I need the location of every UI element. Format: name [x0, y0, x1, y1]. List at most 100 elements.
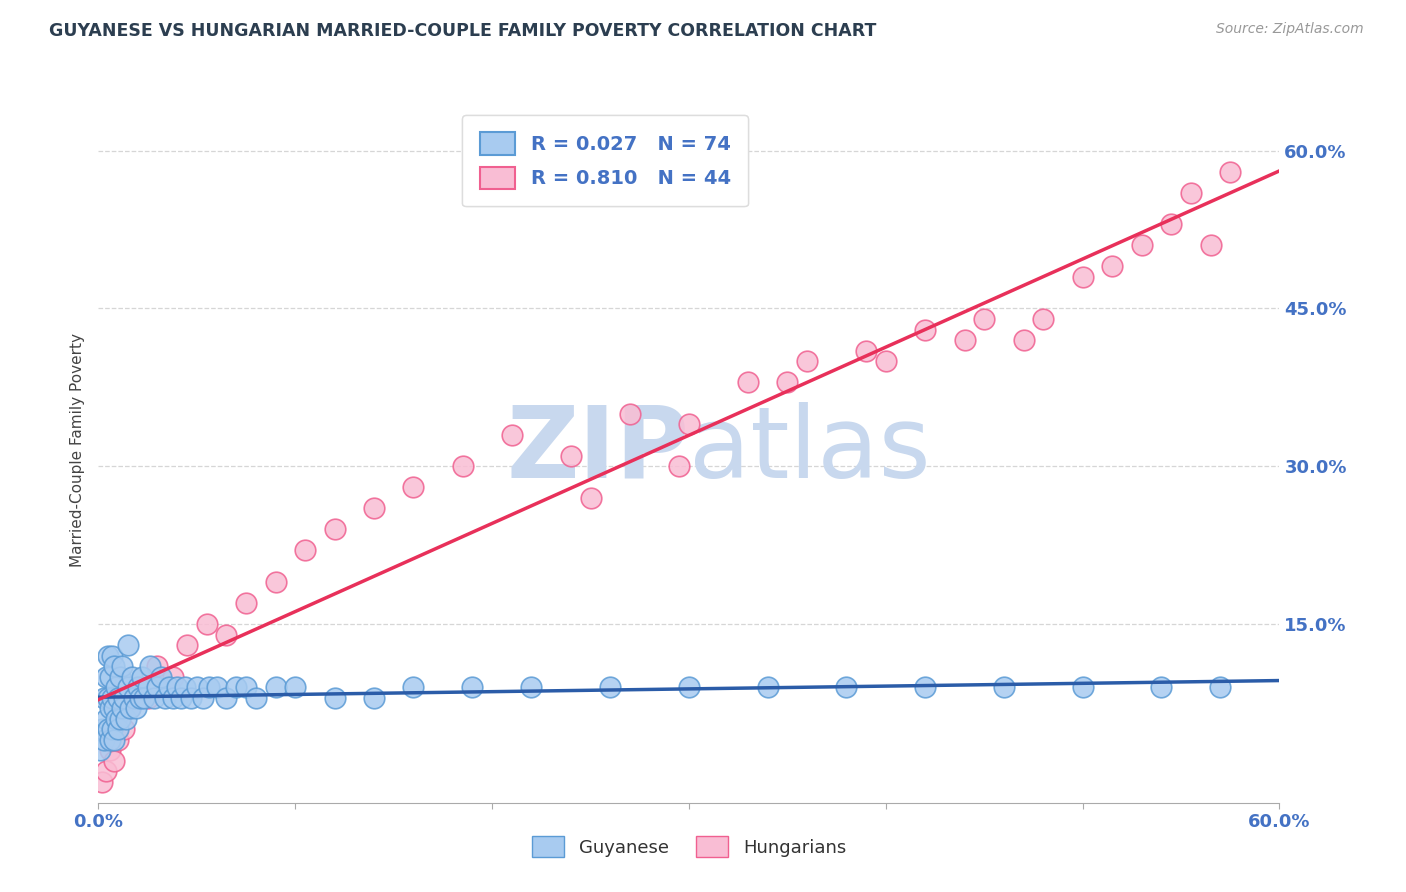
Point	[402, 480, 425, 494]
Point	[112, 690, 135, 705]
Point	[186, 680, 208, 694]
Point	[174, 680, 197, 694]
Point	[1180, 186, 1202, 200]
Point	[678, 417, 700, 432]
Point	[1199, 238, 1222, 252]
Legend: R = 0.027   N = 74, R = 0.810   N = 44: R = 0.027 N = 74, R = 0.810 N = 44	[463, 115, 748, 206]
Text: GUYANESE VS HUNGARIAN MARRIED-COUPLE FAMILY POVERTY CORRELATION CHART: GUYANESE VS HUNGARIAN MARRIED-COUPLE FAM…	[49, 22, 876, 40]
Point	[98, 670, 121, 684]
Point	[103, 754, 125, 768]
Point	[678, 680, 700, 694]
Point	[97, 648, 120, 663]
Point	[1209, 680, 1232, 694]
Text: Source: ZipAtlas.com: Source: ZipAtlas.com	[1216, 22, 1364, 37]
Point	[111, 659, 134, 673]
Point	[98, 732, 121, 747]
Point	[125, 701, 148, 715]
Point	[157, 680, 180, 694]
Point	[91, 722, 114, 736]
Point	[1071, 269, 1094, 284]
Point	[264, 574, 287, 589]
Text: ZIP: ZIP	[506, 402, 689, 499]
Point	[105, 712, 128, 726]
Point	[105, 680, 128, 694]
Point	[101, 648, 124, 663]
Point	[855, 343, 877, 358]
Point	[128, 690, 150, 705]
Point	[451, 459, 474, 474]
Point	[619, 407, 641, 421]
Point	[101, 690, 124, 705]
Y-axis label: Married-Couple Family Poverty: Married-Couple Family Poverty	[69, 334, 84, 567]
Point	[1130, 238, 1153, 252]
Point	[103, 701, 125, 715]
Point	[91, 774, 114, 789]
Point	[520, 680, 543, 694]
Point	[875, 354, 897, 368]
Point	[117, 638, 139, 652]
Text: atlas: atlas	[689, 402, 931, 499]
Point	[118, 701, 141, 715]
Point	[93, 732, 115, 747]
Point	[121, 670, 143, 684]
Point	[117, 680, 139, 694]
Point	[103, 732, 125, 747]
Point	[197, 680, 219, 694]
Point	[89, 743, 111, 757]
Point	[131, 670, 153, 684]
Point	[1012, 333, 1035, 347]
Point	[973, 312, 995, 326]
Point	[323, 522, 346, 536]
Point	[96, 670, 118, 684]
Point	[215, 627, 238, 641]
Point	[501, 427, 523, 442]
Point	[796, 354, 818, 368]
Point	[1219, 165, 1241, 179]
Point	[127, 680, 149, 694]
Point	[97, 690, 120, 705]
Point	[737, 375, 759, 389]
Point	[101, 722, 124, 736]
Point	[98, 743, 121, 757]
Point	[756, 680, 779, 694]
Point	[599, 680, 621, 694]
Point	[118, 701, 141, 715]
Point	[560, 449, 582, 463]
Point	[108, 712, 131, 726]
Point	[97, 722, 120, 736]
Point	[111, 701, 134, 715]
Point	[835, 680, 858, 694]
Point	[235, 680, 257, 694]
Point	[150, 670, 173, 684]
Point	[195, 617, 218, 632]
Point	[579, 491, 602, 505]
Point	[93, 690, 115, 705]
Point	[235, 596, 257, 610]
Point	[264, 680, 287, 694]
Point	[96, 764, 118, 779]
Point	[363, 690, 385, 705]
Point	[107, 732, 129, 747]
Point	[294, 543, 316, 558]
Point	[914, 322, 936, 336]
Point	[112, 722, 135, 736]
Point	[166, 680, 188, 694]
Point	[668, 459, 690, 474]
Point	[146, 659, 169, 673]
Point	[1032, 312, 1054, 326]
Point	[107, 690, 129, 705]
Point	[146, 680, 169, 694]
Point	[96, 712, 118, 726]
Point	[180, 690, 202, 705]
Point	[323, 690, 346, 705]
Point	[284, 680, 307, 694]
Point	[136, 680, 159, 694]
Point	[155, 690, 177, 705]
Point	[142, 690, 165, 705]
Point	[993, 680, 1015, 694]
Point	[115, 712, 138, 726]
Point	[461, 680, 484, 694]
Point	[138, 659, 160, 673]
Point	[191, 690, 214, 705]
Point	[136, 690, 159, 705]
